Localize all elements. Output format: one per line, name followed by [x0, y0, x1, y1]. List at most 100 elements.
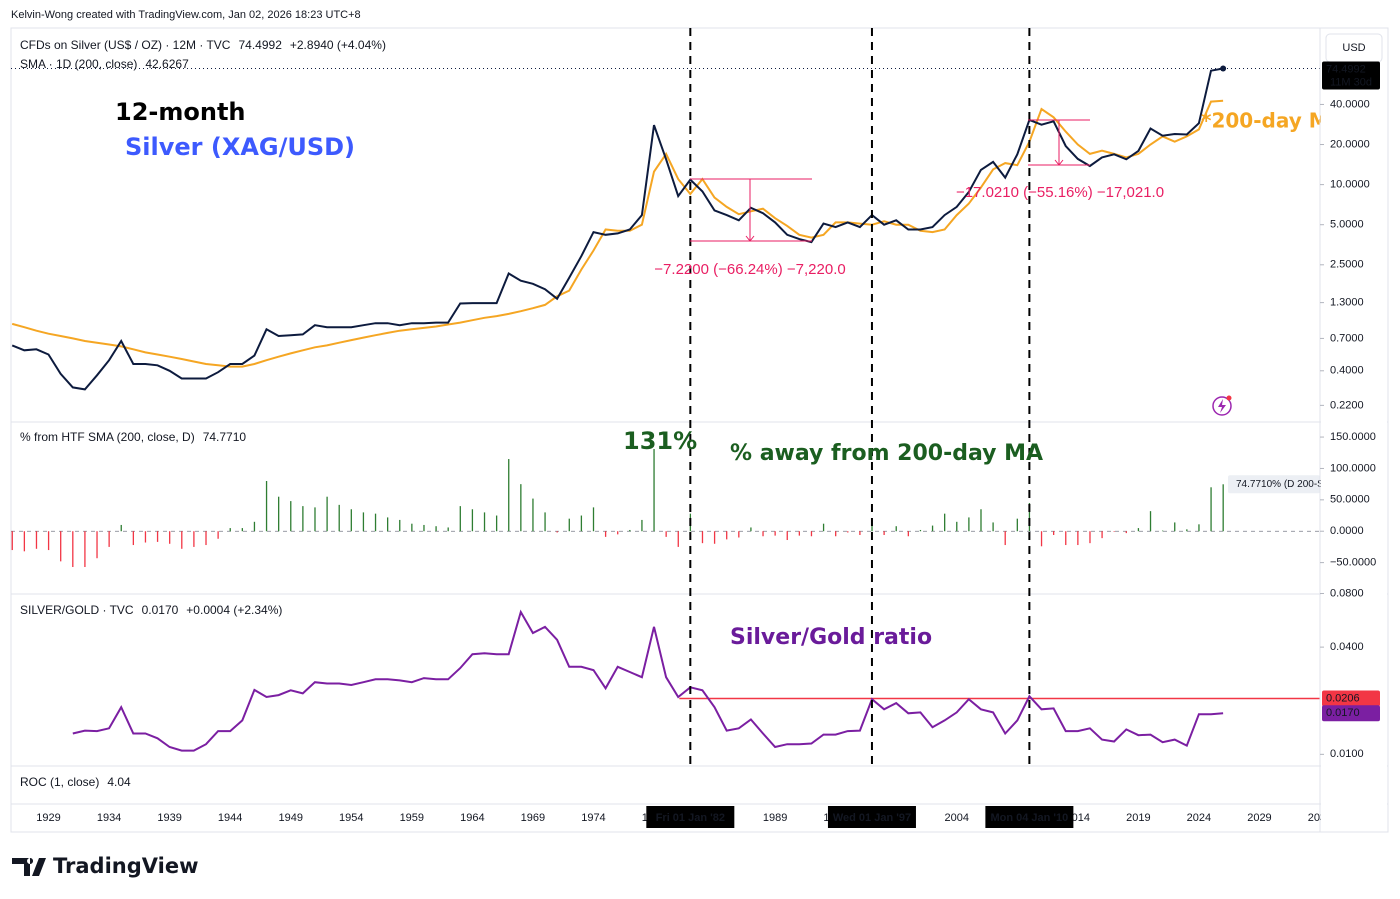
annotation: 12-month: [115, 98, 246, 126]
histogram-bar: [1089, 531, 1091, 544]
histogram-bar: [483, 512, 486, 532]
y-tick-label: 100.0000: [1330, 462, 1376, 474]
histogram-bar: [399, 519, 401, 532]
histogram-bar: [217, 531, 219, 539]
histogram-bar: [459, 506, 461, 532]
histogram-bar: [1186, 529, 1188, 532]
footer: TradingView: [53, 854, 198, 878]
histogram-bar: [544, 512, 546, 532]
histogram-bar: [726, 531, 728, 540]
annotation: Silver (XAG/USD): [125, 133, 355, 161]
histogram-bar: [592, 507, 595, 532]
y-tick-label: 5.0000: [1330, 219, 1364, 231]
histogram-bar: [822, 523, 825, 532]
histogram-bar: [895, 526, 897, 532]
ratio-line: [72, 609, 1224, 752]
date-label: Fri 01 Jan '82: [656, 812, 725, 824]
x-tick-label: 1939: [157, 812, 181, 824]
histogram-bar: [774, 531, 776, 536]
histogram-bar: [532, 498, 534, 532]
y-tick-label: 50.0000: [1330, 494, 1370, 506]
value-tag: [1228, 475, 1320, 494]
histogram-bar: [1101, 531, 1103, 539]
histogram-bar: [193, 531, 195, 547]
histogram-bar: [1113, 531, 1115, 532]
legend-change: +0.0004 (+2.34%): [186, 603, 282, 617]
histogram-bar: [84, 531, 86, 568]
price-tag: [1322, 690, 1380, 707]
date-label-bg: [827, 806, 916, 828]
currency: USD: [1342, 42, 1365, 54]
histogram-bar: [23, 531, 26, 552]
histogram-bar: [423, 524, 425, 532]
histogram-bar: [350, 509, 352, 532]
alert-icon: [1212, 395, 1232, 416]
x-tick-label: 1959: [400, 812, 424, 824]
histogram-bar: [568, 518, 570, 532]
y-tick-label: 20.0000: [1330, 138, 1370, 150]
histogram-bar: [338, 504, 340, 532]
histogram-bar: [314, 507, 316, 532]
axes: USD 0.2200 0.4000 0.7000 1.3000 2.5000 5.0000…: [1319, 28, 1387, 832]
x-tick-label: 1949: [278, 812, 302, 824]
histogram-bar: [847, 531, 849, 533]
y-tick-label: 0.0800: [1330, 587, 1364, 599]
histogram-bar: [907, 531, 909, 537]
measure-label: −7.2200 (−66.24%) −7,220.0: [654, 261, 845, 278]
histogram-bar: [1125, 531, 1127, 534]
x-tick-label: 1969: [521, 812, 545, 824]
price-tag: [1322, 61, 1380, 90]
histogram-bar: [326, 496, 328, 532]
x-tick-label: 2024: [1187, 812, 1211, 824]
histogram-bar: [1028, 502, 1031, 532]
x-tick-label: 1929: [36, 812, 60, 824]
histogram-bar: [992, 522, 994, 532]
histogram-bar: [72, 531, 74, 568]
legend-value: 74.7710: [203, 430, 247, 444]
histogram-bar: [701, 531, 704, 544]
y-tick-label: 1.3000: [1330, 297, 1364, 309]
histogram-bar: [60, 531, 62, 562]
y-tick-label: 0.4000: [1330, 365, 1364, 377]
histogram-bar: [169, 531, 171, 544]
x-tick-label: 1964: [460, 812, 484, 824]
histogram-bar: [229, 528, 231, 532]
price-line: [11, 99, 1224, 368]
histogram-bar: [253, 521, 256, 532]
histogram-bar: [556, 531, 558, 533]
histogram-bar: [641, 519, 643, 532]
histogram-bar: [968, 517, 970, 532]
last-point: [1220, 65, 1227, 72]
annotation: Silver/Gold ratio: [730, 625, 932, 650]
date-label-bg: [646, 806, 735, 828]
histogram-bar: [1040, 531, 1043, 547]
histogram-bar: [120, 524, 122, 532]
histogram-bar: [835, 531, 837, 537]
histogram-bar: [265, 481, 268, 532]
y-tick-label: 0.2200: [1330, 399, 1364, 411]
y-tick-label: 0.0400: [1330, 641, 1364, 653]
histogram-bar: [653, 448, 655, 532]
histogram-bar: [374, 513, 377, 532]
price-tag: [1322, 705, 1380, 722]
histogram-bar: [108, 531, 110, 547]
annotation: 131%: [623, 427, 697, 455]
footer-logo: TradingView: [12, 854, 198, 878]
histogram-bar: [1174, 522, 1176, 532]
y-tick-label: −50.0000: [1330, 557, 1376, 569]
histogram-bar: [665, 531, 667, 537]
x-tick-label: 1944: [218, 812, 242, 824]
measure-label: −17.0210 (−55.16%) −17,021.0: [956, 184, 1164, 201]
x-tick-label: 1989: [763, 812, 787, 824]
countdown: 11M 30d: [1330, 76, 1372, 88]
histogram-bar: [738, 531, 740, 538]
header: Kelvin-Wong created with TradingView.com…: [11, 9, 361, 21]
histogram-bar: [798, 531, 801, 536]
y-tick-label: 0.7000: [1330, 332, 1364, 344]
histogram-bar: [617, 531, 619, 535]
histogram-bar: [1149, 511, 1152, 532]
histogram-bar: [35, 531, 38, 549]
x-tick-label: 1954: [339, 812, 363, 824]
